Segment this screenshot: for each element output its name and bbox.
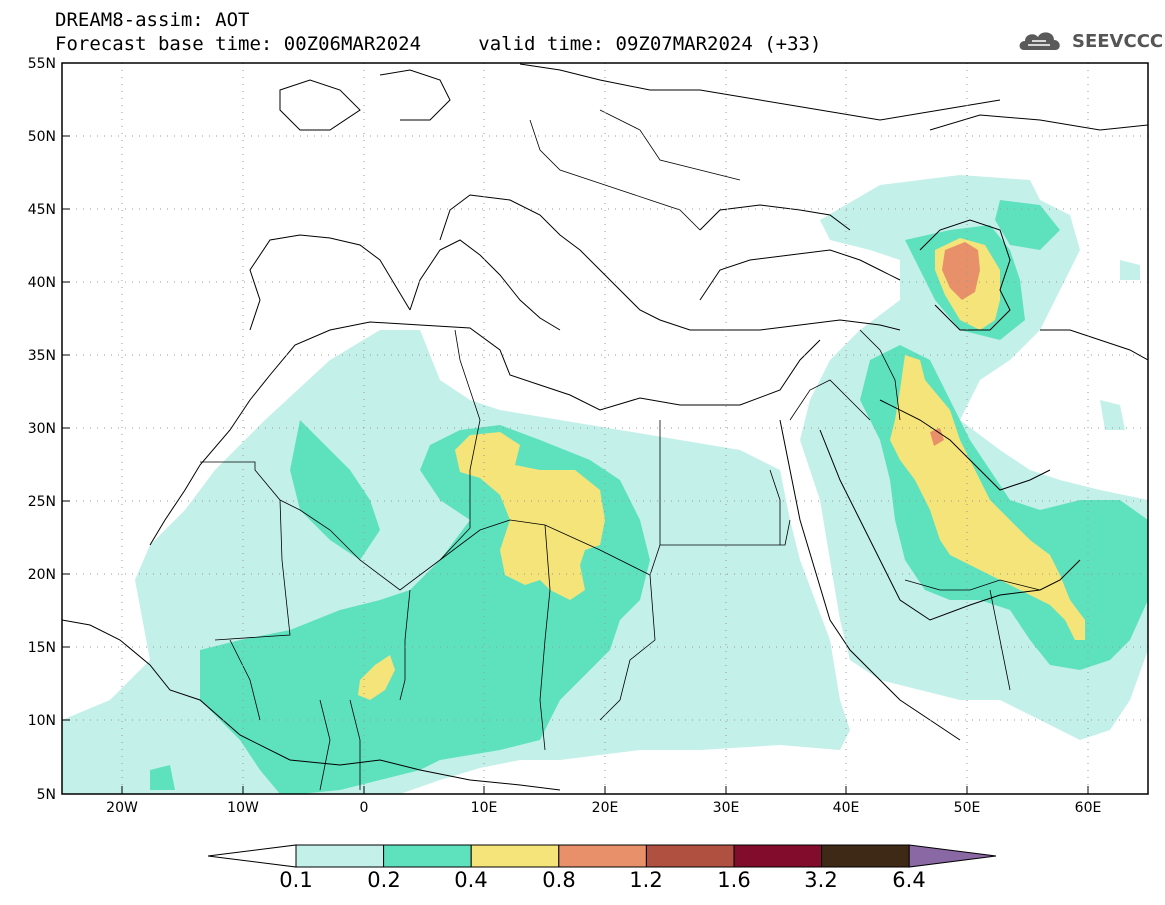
lon-label: 60E bbox=[1075, 800, 1102, 816]
aot-field bbox=[62, 175, 1148, 794]
map-grid bbox=[62, 63, 1148, 794]
lon-label: 0 bbox=[360, 800, 369, 816]
cloud-icon bbox=[1019, 32, 1060, 50]
lat-label: 50N bbox=[28, 129, 56, 145]
country-borders bbox=[200, 109, 1041, 791]
lon-label: 30E bbox=[713, 800, 740, 816]
lon-label: 10W bbox=[227, 800, 259, 816]
map-title: DREAM8-assim: AOT bbox=[55, 9, 250, 31]
colorbar-label: 1.2 bbox=[629, 868, 663, 892]
lat-label: 55N bbox=[28, 56, 56, 72]
lon-label: 20E bbox=[592, 800, 619, 816]
lon-labels: 20W 10W 0 10E 20E 30E 40E 50E 60E bbox=[106, 800, 1101, 816]
lat-label: 45N bbox=[28, 202, 56, 218]
lat-label: 20N bbox=[28, 567, 56, 583]
lat-label: 40N bbox=[28, 275, 56, 291]
colorbar-label: 3.2 bbox=[804, 868, 838, 892]
lat-label: 35N bbox=[28, 348, 56, 364]
base-time-label: Forecast base time: 00Z06MAR2024 bbox=[55, 33, 422, 55]
coastlines bbox=[62, 63, 1148, 791]
lat-label: 15N bbox=[28, 640, 56, 656]
colorbar-label: 6.4 bbox=[892, 868, 926, 892]
colorbar-label: 0.1 bbox=[279, 868, 313, 892]
time-info: Forecast base time: 00Z06MAR2024 valid t… bbox=[55, 34, 821, 54]
logo-text: SEEVCCC bbox=[1072, 31, 1164, 52]
colorbar-label: 0.2 bbox=[367, 868, 401, 892]
colorbar-label: 0.8 bbox=[542, 868, 576, 892]
lon-label: 20W bbox=[106, 800, 138, 816]
colorbar-label: 1.6 bbox=[717, 868, 751, 892]
lat-labels: 55N 50N 45N 40N 35N 30N 25N 20N 15N 10N … bbox=[28, 56, 56, 803]
colorbar-label: 0.4 bbox=[454, 868, 488, 892]
lon-label: 40E bbox=[833, 800, 860, 816]
lat-label: 5N bbox=[37, 787, 56, 803]
lat-label: 25N bbox=[28, 494, 56, 510]
lon-label: 10E bbox=[471, 800, 498, 816]
aot-level-0.8 bbox=[930, 242, 980, 446]
lat-label: 10N bbox=[28, 713, 56, 729]
lat-label: 30N bbox=[28, 421, 56, 437]
valid-time-label: valid time: 09Z07MAR2024 (+33) bbox=[478, 33, 822, 55]
lon-label: 50E bbox=[954, 800, 981, 816]
axis-ticks bbox=[62, 135, 1089, 794]
